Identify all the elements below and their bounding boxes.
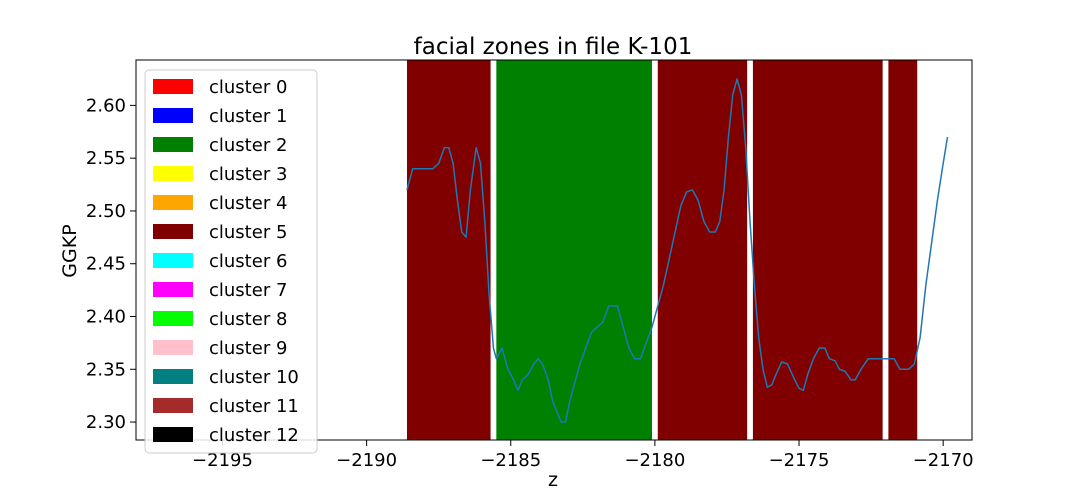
legend-swatch [153, 108, 193, 123]
legend-swatch [153, 195, 193, 210]
legend: cluster 0 cluster 1 cluster 2 cluster 3 clus… [144, 69, 318, 454]
legend-label: cluster 8 [209, 309, 287, 330]
legend-swatch [153, 253, 193, 268]
legend-label: cluster 1 [209, 106, 287, 127]
x-tick-label: −2185 [480, 450, 541, 471]
legend-frame [144, 69, 318, 454]
y-tick-label: 2.30 [86, 412, 126, 433]
legend-swatch [153, 79, 193, 94]
legend-swatch [153, 369, 193, 384]
x-tick-label: −2190 [336, 450, 397, 471]
x-tick-label: −2180 [624, 450, 685, 471]
cluster-zones [406, 60, 918, 440]
legend-label: cluster 6 [209, 251, 287, 272]
zone-band-2 [657, 60, 748, 440]
legend-label: cluster 0 [209, 77, 287, 98]
plot-frame [135, 59, 973, 441]
legend-swatch [153, 166, 193, 181]
legend-swatch [153, 427, 193, 442]
legend-label: cluster 12 [209, 425, 299, 446]
data-lines [406, 78, 949, 423]
y-tick-label: 2.50 [86, 201, 126, 222]
y-tick-label: 2.60 [86, 95, 126, 116]
plot-area [135, 59, 973, 441]
legend-label: cluster 2 [209, 135, 287, 156]
legend-label: cluster 5 [209, 222, 287, 243]
legend-label: cluster 3 [209, 164, 287, 185]
y-tick-label: 2.35 [86, 359, 126, 380]
chart-title: facial zones in file K-101 [414, 34, 693, 60]
legend-swatch [153, 398, 193, 413]
zone-band-0 [406, 60, 491, 440]
x-axis: −2195 −2190 −2185 −2180 −2175 −2170 [192, 440, 974, 471]
legend-swatch [153, 311, 193, 326]
legend-swatch [153, 340, 193, 355]
legend-label: cluster 7 [209, 280, 287, 301]
y-axis-label: GGKP [59, 224, 81, 277]
legend-swatch [153, 282, 193, 297]
x-tick-label: −2170 [913, 450, 974, 471]
y-tick-label: 2.55 [86, 148, 126, 169]
zone-band-4 [888, 60, 918, 440]
y-tick-label: 2.45 [86, 254, 126, 275]
series-line-0 [406, 78, 949, 423]
legend-label: cluster 4 [209, 193, 287, 214]
legend-label: cluster 10 [209, 367, 299, 388]
zone-band-1 [496, 60, 653, 440]
legend-swatch [153, 224, 193, 239]
x-tick-label: −2175 [769, 450, 830, 471]
y-axis: 2.30 2.35 2.40 2.45 2.50 2.55 2.60 [86, 95, 136, 433]
y-tick-label: 2.40 [86, 307, 126, 328]
x-tick-label: −2195 [192, 450, 253, 471]
x-axis-label: z [548, 469, 558, 491]
legend-label: cluster 9 [209, 338, 287, 359]
legend-swatch [153, 137, 193, 152]
legend-label: cluster 11 [209, 396, 299, 417]
